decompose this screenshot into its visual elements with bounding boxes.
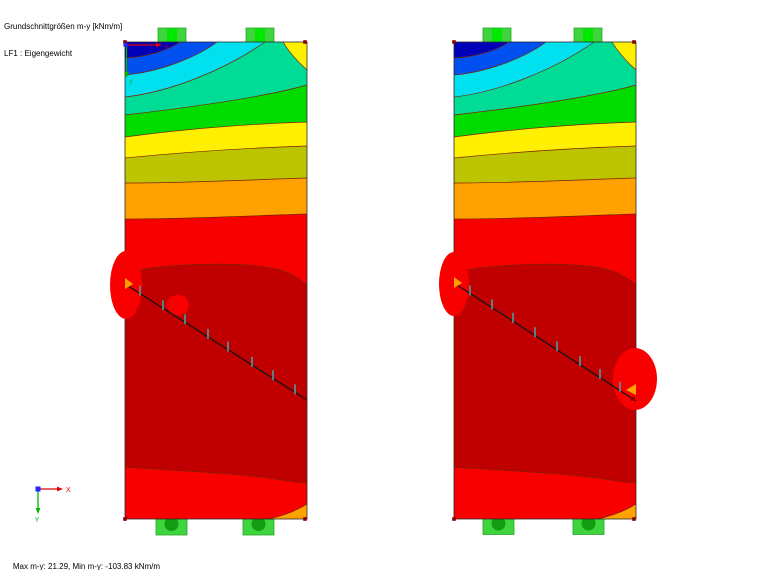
line-support-line <box>453 282 637 402</box>
contour-plot <box>122 39 308 522</box>
status-bar: Max m-y: 21.29, Min m-y: -103.83 kNm/m <box>4 553 160 570</box>
column-support-bottom[interactable] <box>482 516 515 535</box>
result-title-block: Grundschnittgrößen m-y [kNm/m] LF1 : Eig… <box>4 4 122 76</box>
line-support[interactable] <box>453 277 637 402</box>
line-support-ticks <box>469 285 621 392</box>
global-x-arrowhead-icon <box>57 486 63 492</box>
global-axis-origin-node <box>35 486 41 492</box>
line-end-node <box>631 397 635 401</box>
support-core <box>255 28 265 42</box>
column-support-bottom[interactable] <box>155 517 188 536</box>
column-support-bottom[interactable] <box>242 517 275 536</box>
slab-surface-left[interactable]: x y <box>110 39 308 522</box>
line-end-node <box>302 396 306 400</box>
local-x-arrowhead-icon <box>156 42 162 48</box>
column-support-top[interactable] <box>245 27 275 43</box>
local-y-axis-label: y <box>130 79 133 85</box>
support-core <box>583 28 593 42</box>
column-support-bottom[interactable] <box>572 516 605 535</box>
global-x-axis-label: X <box>66 487 71 494</box>
column-support-top[interactable] <box>157 27 187 43</box>
line-support-ticks <box>139 285 296 395</box>
support-core <box>492 28 502 42</box>
contour-plot <box>451 39 637 522</box>
global-y-axis-label: Y <box>35 517 40 524</box>
line-start-marker <box>454 277 462 288</box>
result-title: Grundschnittgrößen m-y [kNm/m] <box>4 22 123 31</box>
local-x-axis-label: x <box>165 45 168 51</box>
global-y-arrowhead-icon <box>35 508 41 514</box>
local-axis-indicator: x y <box>123 42 168 85</box>
local-y-arrowhead-icon <box>124 72 129 78</box>
support-column-circle <box>491 516 506 531</box>
support-column-circle <box>251 517 266 531</box>
support-group <box>155 27 605 536</box>
line-support[interactable] <box>124 278 308 401</box>
column-support-top[interactable] <box>482 27 512 43</box>
stress-concentration-wedge <box>626 384 636 395</box>
local-axis-origin-node <box>123 42 128 47</box>
stress-concentration-blob <box>167 295 189 315</box>
column-support-top[interactable] <box>573 27 603 43</box>
slab-surface-right[interactable] <box>439 39 657 522</box>
global-axis-indicator: X Y <box>35 486 71 524</box>
result-extremes-text: Max m-y: 21.29, Min m-y: -103.83 kNm/m <box>12 562 161 570</box>
load-case-label: LF1 : Eigengewicht <box>4 49 73 58</box>
support-core <box>167 28 177 42</box>
support-column-circle <box>581 516 596 531</box>
line-start-marker <box>125 278 133 289</box>
line-support-line <box>124 283 308 401</box>
support-column-circle <box>164 517 179 531</box>
stress-concentration-blob <box>613 348 657 410</box>
